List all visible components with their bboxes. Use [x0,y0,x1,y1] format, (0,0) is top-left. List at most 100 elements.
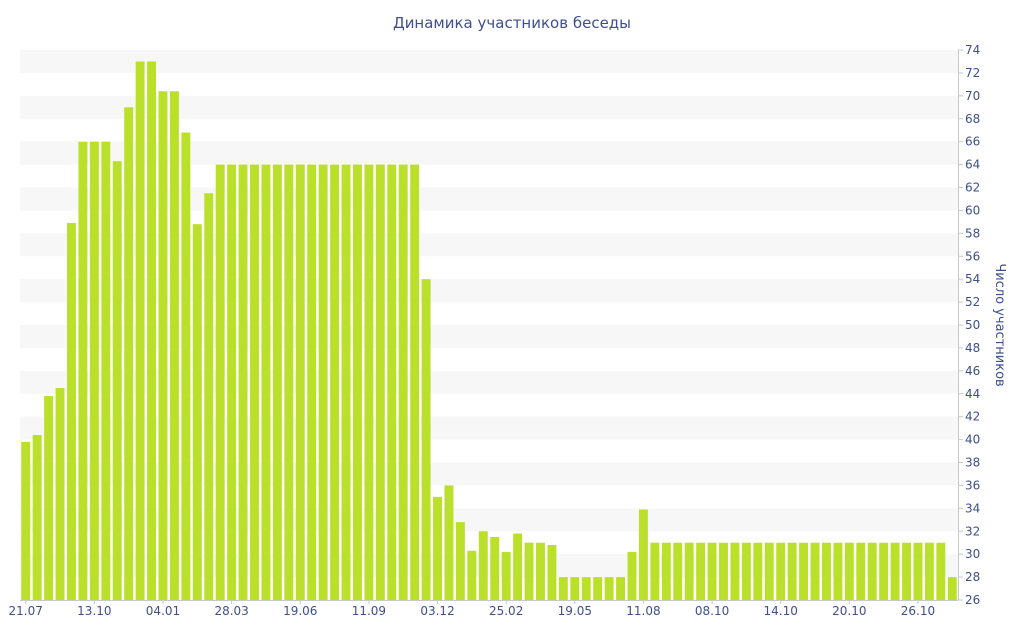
bar [536,542,545,600]
bar [238,164,248,601]
x-tick-label: 19.05 [558,604,592,618]
x-tick-label: 04.01 [146,604,180,618]
bar [947,577,957,600]
bar [21,441,31,600]
bar [913,542,923,600]
bar [604,577,614,600]
bar [169,91,179,600]
grid-band [20,50,958,73]
bar [341,164,351,601]
x-tick-label: 08.10 [695,604,729,618]
bar [227,164,237,601]
y-tick-label: 58 [965,226,980,240]
bar [547,545,557,600]
bar [924,542,934,600]
chart-title: Динамика участников беседы [393,14,631,32]
bar [44,396,54,600]
bar [330,164,340,601]
y-tick-label: 54 [965,272,980,286]
bar [55,388,65,600]
bar [764,542,774,600]
y-tick-label: 72 [965,66,980,80]
y-tick-label: 66 [965,135,980,149]
bar [295,164,305,601]
bar [558,577,568,600]
bar [135,61,145,601]
bar [67,223,76,601]
bar [147,61,157,601]
bar [879,542,889,600]
bar [741,542,751,600]
bar [32,435,42,600]
x-tick-label: 20.10 [832,604,866,618]
y-tick-label: 26 [965,593,980,607]
bar [776,542,786,600]
y-tick-label: 56 [965,249,980,263]
bar [261,164,271,601]
x-tick-label: 14.10 [764,604,798,618]
x-tick-label: 28.03 [214,604,248,618]
bar [478,531,488,600]
y-tick-label: 34 [965,501,980,515]
bar [696,542,706,600]
y-tick-label: 50 [965,318,980,332]
grid-band [20,95,958,119]
bar [444,485,454,600]
y-tick-label: 52 [965,295,980,309]
bar [821,542,831,600]
bar [112,161,122,601]
bar [284,164,294,601]
x-tick-label: 25.02 [489,604,523,618]
bar [89,141,99,600]
y-tick-label: 28 [965,570,980,584]
bar [250,164,259,601]
x-tick-label: 03.12 [420,604,454,618]
bar [192,224,202,600]
y-axis-title: Число участников [992,263,1007,386]
y-axis: 26 28 30 32 34 36 38 40 42 44 46 48 50 52 54 56 58 60 62 64… [958,43,980,607]
bar [867,542,877,600]
x-tick-label: 19.06 [283,604,317,618]
bar [364,164,374,601]
bar [124,107,134,601]
bar [833,542,843,600]
bar [844,542,854,600]
bar [410,164,420,601]
bar [272,164,282,601]
bar [467,550,477,600]
y-tick-label: 64 [965,158,980,172]
bar [673,542,683,600]
y-tick-label: 38 [965,456,980,470]
bar [581,577,591,600]
x-tick-label: 13.10 [77,604,111,618]
bar [856,542,866,600]
y-tick-label: 46 [965,364,980,378]
bar [810,542,820,600]
bar [398,164,408,601]
bar [638,509,648,600]
bar [158,91,168,600]
bar [78,141,88,600]
x-tick-label: 26.10 [901,604,935,618]
bar [352,164,362,601]
bar [181,132,191,600]
bar [307,164,317,601]
bar [890,542,900,600]
grid-band [20,141,958,165]
y-tick-label: 48 [965,341,980,355]
bar [101,141,111,600]
bar [490,536,500,600]
bar [650,542,660,600]
y-tick-label: 40 [965,433,980,447]
bar [753,542,763,600]
bar [616,577,626,600]
bar [455,522,465,600]
bar [570,577,580,600]
bar [375,164,385,601]
bar [902,542,911,600]
bar [501,551,511,600]
y-tick-label: 32 [965,524,980,538]
y-tick-label: 44 [965,387,980,401]
